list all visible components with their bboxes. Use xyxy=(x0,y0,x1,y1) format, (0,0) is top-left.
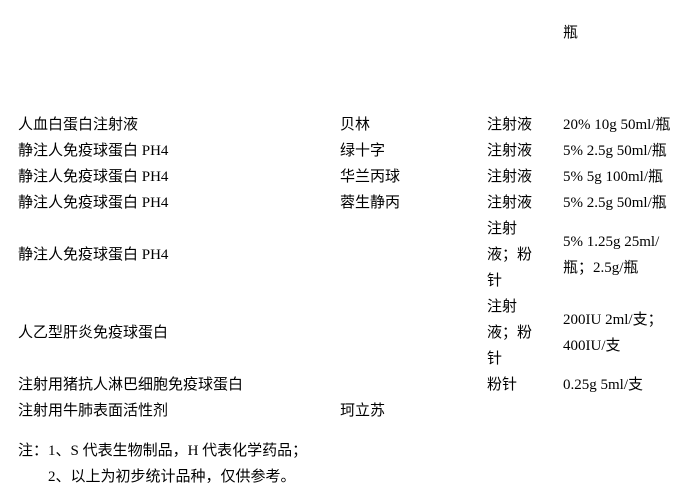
table-row-fragment: 瓶 xyxy=(18,20,693,46)
brand-cell: 蓉生静丙 xyxy=(340,195,401,211)
product-name-cell: 人血白蛋白注射液 xyxy=(18,117,139,133)
brand-cell: 珂立苏 xyxy=(340,403,386,419)
table-row: 静注人免疫球蛋白 PH4 绿十字 注射液 5% 2.5g 50ml/瓶 xyxy=(18,138,693,164)
brand-cell: 华兰丙球 xyxy=(340,169,401,185)
spec-cell: 瓶 xyxy=(563,20,693,46)
brand-cell: 绿十字 xyxy=(340,143,386,159)
spec-cell: 5% 2.5g 50ml/瓶 xyxy=(563,143,667,159)
table-row: 人血白蛋白注射液 贝林 注射液 20% 10g 50ml/瓶 xyxy=(18,112,693,138)
table-row: 注射用猪抗人淋巴细胞免疫球蛋白 粉针 0.25g 5ml/支 xyxy=(18,372,693,398)
dosage-form-cell: 注射 液；粉 针 xyxy=(487,299,533,367)
table-row: 静注人免疫球蛋白 PH4 华兰丙球 注射液 5% 5g 100ml/瓶 xyxy=(18,164,693,190)
spec-cell: 20% 10g 50ml/瓶 xyxy=(563,117,671,133)
product-name-cell: 注射用牛肺表面活性剂 xyxy=(18,403,169,419)
dosage-form-cell: 注射液 xyxy=(487,143,533,159)
brand-cell: 贝林 xyxy=(340,117,371,133)
dosage-form-cell: 粉针 xyxy=(487,377,518,393)
note-line-1: 注：1、S 代表生物制品，H 代表化学药品； xyxy=(18,443,308,459)
product-name-cell: 人乙型肝炎免疫球蛋白 xyxy=(18,325,169,341)
dosage-form-cell: 注射液 xyxy=(487,117,533,133)
footnotes: 注：1、S 代表生物制品，H 代表化学药品； 2、以上为初步统计品种，仅供参考。 xyxy=(18,438,693,490)
table-row: 静注人免疫球蛋白 PH4 注射 液；粉 针 5% 1.25g 25ml/ 瓶；2… xyxy=(18,216,693,294)
table-row: 静注人免疫球蛋白 PH4 蓉生静丙 注射液 5% 2.5g 50ml/瓶 xyxy=(18,190,693,216)
spec-cell: 0.25g 5ml/支 xyxy=(563,377,644,393)
blank-space xyxy=(18,46,693,112)
table-row: 人乙型肝炎免疫球蛋白 注射 液；粉 针 200IU 2ml/支； 400IU/支 xyxy=(18,294,693,372)
spec-cell: 5% 1.25g 25ml/ 瓶；2.5g/瓶 xyxy=(563,234,660,276)
product-name-cell: 静注人免疫球蛋白 PH4 xyxy=(18,195,169,211)
product-name-cell: 静注人免疫球蛋白 PH4 xyxy=(18,247,169,263)
product-name-cell: 注射用猪抗人淋巴细胞免疫球蛋白 xyxy=(18,377,244,393)
product-name-cell: 静注人免疫球蛋白 PH4 xyxy=(18,143,169,159)
spec-cell: 5% 5g 100ml/瓶 xyxy=(563,169,663,185)
spec-cell: 200IU 2ml/支； 400IU/支 xyxy=(563,312,663,354)
spec-overflow-text: 瓶 xyxy=(563,25,579,41)
product-table: 人血白蛋白注射液 贝林 注射液 20% 10g 50ml/瓶 静注人免疫球蛋白 … xyxy=(18,112,693,424)
dosage-form-cell: 注射液 xyxy=(487,195,533,211)
note-line-2: 2、以上为初步统计品种，仅供参考。 xyxy=(48,469,296,485)
table-row: 注射用牛肺表面活性剂 珂立苏 xyxy=(18,398,693,424)
product-name-cell: 静注人免疫球蛋白 PH4 xyxy=(18,169,169,185)
spec-cell: 5% 2.5g 50ml/瓶 xyxy=(563,195,667,211)
dosage-form-cell: 注射液 xyxy=(487,169,533,185)
dosage-form-cell: 注射 液；粉 针 xyxy=(487,221,533,289)
